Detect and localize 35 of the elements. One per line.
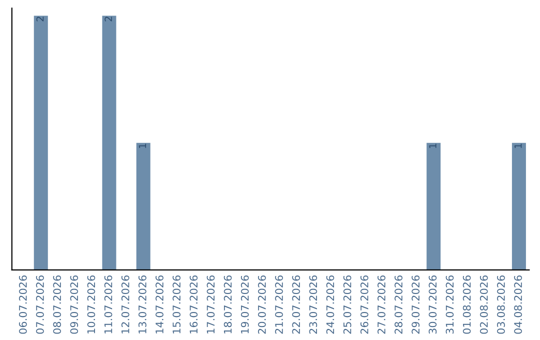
- data-label: 1: [514, 144, 522, 148]
- x-tick-label: 20.07.2026: [258, 275, 266, 334]
- data-label: 2: [104, 16, 112, 22]
- x-tick-label: 03.08.2026: [497, 275, 505, 334]
- x-tick-label: 31.07.2026: [446, 275, 454, 334]
- x-tick-label: 11.07.2026: [104, 275, 112, 334]
- x-tick-label: 29.07.2026: [412, 275, 420, 334]
- x-tick-label: 02.08.2026: [480, 275, 488, 334]
- x-tick-label: 13.07.2026: [138, 275, 146, 334]
- data-label: 2: [36, 16, 44, 22]
- x-tick-label: 16.07.2026: [190, 275, 198, 334]
- x-tick-label: 10.07.2026: [87, 275, 96, 334]
- data-label: 1: [138, 144, 146, 148]
- x-tick-label: 25.07.2026: [343, 275, 352, 334]
- x-tick-label: 01.08.2026: [462, 275, 471, 334]
- x-tick-label: 23.07.2026: [309, 275, 318, 334]
- x-tick-label: 12.07.2026: [121, 275, 130, 334]
- x-tick-label: 18.07.2026: [224, 275, 232, 334]
- x-tick-label: 30.07.2026: [428, 275, 437, 334]
- x-tick-label: 08.07.2026: [53, 275, 61, 334]
- x-tick-label: 26.07.2026: [360, 275, 368, 334]
- x-tick-label: 14.07.2026: [156, 275, 164, 334]
- x-tick-label: 09.07.2026: [70, 275, 78, 334]
- x-tick-label: 27.07.2026: [378, 275, 386, 334]
- x-tick-label: 24.07.2026: [326, 275, 334, 334]
- x-tick-label: 28.07.2026: [394, 275, 402, 334]
- x-tick-label: 21.07.2026: [275, 275, 283, 334]
- x-tick-label: 15.07.2026: [172, 275, 181, 334]
- x-tick-label: 07.07.2026: [36, 275, 44, 334]
- data-label: 1: [429, 144, 436, 148]
- x-tick-label: 19.07.2026: [240, 275, 249, 334]
- x-tick-label: 17.07.2026: [206, 275, 215, 334]
- x-tick-label: 06.07.2026: [18, 275, 27, 334]
- x-tick-label: 04.08.2026: [514, 275, 522, 334]
- x-tick-label: 22.07.2026: [292, 275, 300, 334]
